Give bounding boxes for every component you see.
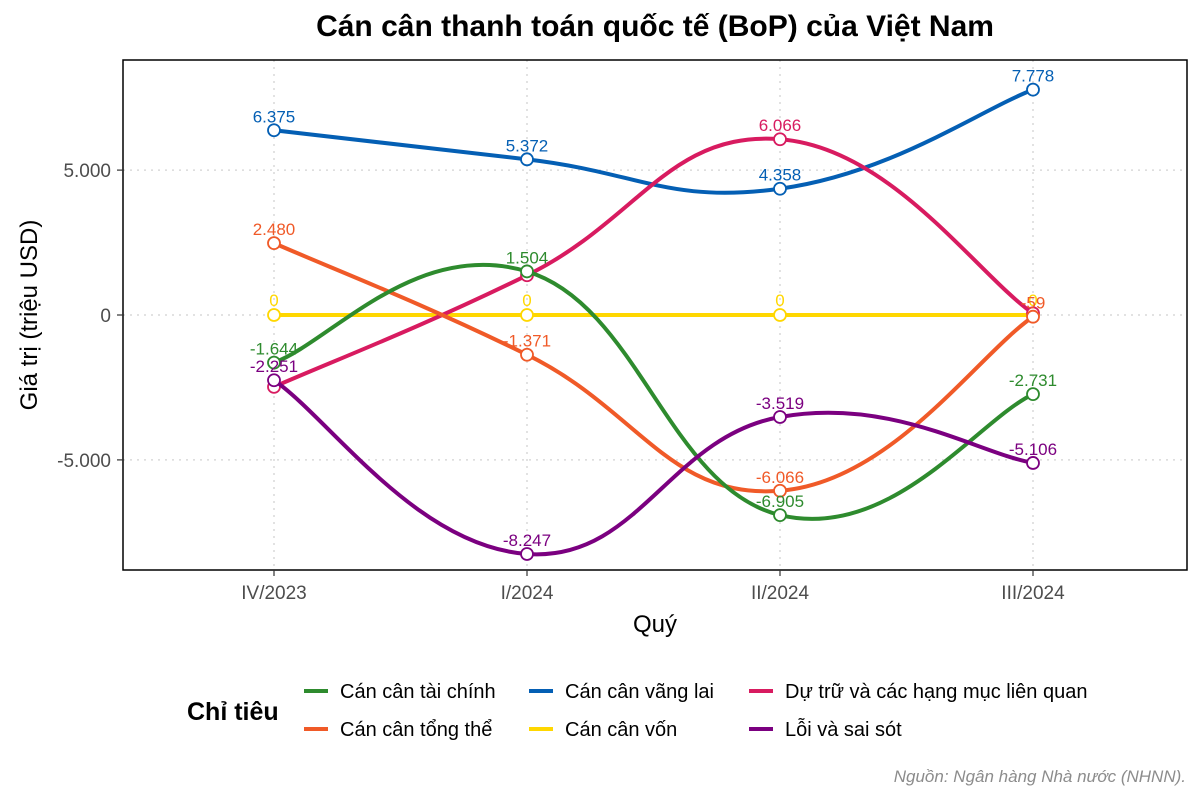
legend-label-can-can-tai-chinh: Cán cân tài chính <box>340 681 496 703</box>
data-point-can-can-von <box>773 308 787 322</box>
series-line-can-can-tong-the <box>272 241 1035 494</box>
x-tick-label: II/2024 <box>751 583 810 604</box>
data-point-can-can-von <box>267 308 281 322</box>
data-point-loi-va-sai-sot <box>520 547 534 561</box>
data-label-loi-va-sai-sot: -5.106 <box>1009 440 1057 459</box>
data-point-can-can-tai-chinh <box>520 264 534 279</box>
data-point-can-can-tai-chinh <box>773 508 787 522</box>
legend-item-can-can-tai-chinh: Cán cân tài chính <box>304 681 496 703</box>
series-line-du-tru-va-cac-hang-muc-lien-quan <box>272 136 1035 389</box>
data-point-can-can-tong-the <box>773 483 787 498</box>
data-label-can-can-vang-lai: 5.372 <box>506 136 549 155</box>
data-point-loi-va-sai-sot <box>1026 456 1040 470</box>
y-tick-label: -5.000 <box>57 451 111 472</box>
series-line-can-can-vang-lai <box>272 87 1035 195</box>
data-point-can-can-vang-lai <box>773 181 787 196</box>
data-point-can-can-tong-the <box>520 347 534 362</box>
data-label-loi-va-sai-sot: -2.251 <box>250 357 298 376</box>
data-label-can-can-von: 0 <box>775 291 784 310</box>
x-tick-label: IV/2023 <box>241 583 307 604</box>
data-label-can-can-tai-chinh: -6.905 <box>756 492 804 511</box>
data-label-can-can-tong-the: -1.371 <box>503 332 551 351</box>
data-point-can-can-vang-lai <box>267 123 281 138</box>
data-point-loi-va-sai-sot <box>773 410 787 424</box>
legend-item-can-can-von: Cán cân vốn <box>529 719 677 741</box>
x-tick-label: I/2024 <box>501 583 554 604</box>
data-point-can-can-vang-lai <box>520 152 534 167</box>
data-label-layer: 0 0 0 0 6.375 5.372 4.358 7.778 6.066 2.480 -1.371… <box>250 67 1057 550</box>
legend-label-can-can-vang-lai: Cán cân vãng lai <box>565 681 714 703</box>
data-label-can-can-von: 0 <box>522 291 531 310</box>
data-point-loi-va-sai-sot <box>267 373 281 388</box>
legend-label-du-tru-va-cac-hang-muc-lien-quan: Dự trữ và các hạng mục liên quan <box>785 681 1087 703</box>
data-label-can-can-tong-the: 2.480 <box>253 220 296 239</box>
data-label-can-can-tai-chinh: -1.644 <box>250 340 298 359</box>
data-label-loi-va-sai-sot: -8.247 <box>503 531 551 550</box>
data-label-can-can-tong-the: -59 <box>1021 294 1046 313</box>
legend-label-can-can-von: Cán cân vốn <box>565 719 677 741</box>
series-line-can-can-tai-chinh <box>272 263 1035 521</box>
data-point-du-tru-va-cac-hang-muc-lien-quan <box>773 132 787 147</box>
chart-title: Cán cân thanh toán quốc tế (BoP) của Việ… <box>316 10 994 43</box>
y-tick-label: 5.000 <box>63 161 111 182</box>
data-label-loi-va-sai-sot: -3.519 <box>756 394 804 413</box>
legend-item-can-can-tong-the: Cán cân tổng thể <box>304 719 492 741</box>
data-label-can-can-tong-the: -6.066 <box>756 468 804 487</box>
data-point-can-can-vang-lai <box>1026 82 1040 97</box>
x-axis-title: Quý <box>633 611 677 638</box>
y-axis-ticks: -5.000 0 5.000 <box>57 161 123 472</box>
legend-title: Chỉ tiêu <box>187 698 279 726</box>
data-point-can-can-tai-chinh <box>267 355 281 370</box>
data-label-can-can-vang-lai: 4.358 <box>759 166 802 185</box>
legend: Cán cân tài chính Cán cân vãng lai Dự trữ … <box>304 681 1087 741</box>
data-label-can-can-vang-lai: 7.778 <box>1012 67 1055 86</box>
x-axis-ticks: IV/2023 I/2024 II/2024 III/2024 <box>241 570 1065 604</box>
data-point-can-can-von <box>520 308 534 322</box>
data-label-can-can-tai-chinh: -2.731 <box>1009 371 1057 390</box>
data-point-can-can-tong-the <box>1026 309 1040 324</box>
data-label-can-can-von: 0 <box>269 291 278 310</box>
legend-label-loi-va-sai-sot: Lỗi và sai sót <box>785 718 902 741</box>
data-label-can-can-vang-lai: 6.375 <box>253 107 296 126</box>
x-tick-label: III/2024 <box>1001 583 1065 604</box>
data-label-du-tru-va-cac-hang-muc-lien-quan: 6.066 <box>759 116 802 135</box>
series-line-loi-va-sai-sot <box>272 378 1035 557</box>
legend-label-can-can-tong-the: Cán cân tổng thể <box>340 719 492 741</box>
data-label-can-can-tai-chinh: 1.504 <box>506 248 549 267</box>
legend-item-loi-va-sai-sot: Lỗi và sai sót <box>749 718 902 741</box>
data-point-can-can-tong-the <box>267 236 281 251</box>
y-axis-title: Giá trị (triệu USD) <box>16 220 43 411</box>
data-point-can-can-tai-chinh <box>1026 387 1040 402</box>
y-tick-label: 0 <box>100 306 111 327</box>
source-caption: Nguồn: Ngân hàng Nhà nước (NHNN). <box>894 767 1186 786</box>
legend-item-du-tru-va-cac-hang-muc-lien-quan: Dự trữ và các hạng mục liên quan <box>749 681 1087 703</box>
series-layer <box>267 82 1040 561</box>
data-label-can-can-von: 0 <box>1028 291 1037 310</box>
legend-item-can-can-vang-lai: Cán cân vãng lai <box>529 681 714 703</box>
